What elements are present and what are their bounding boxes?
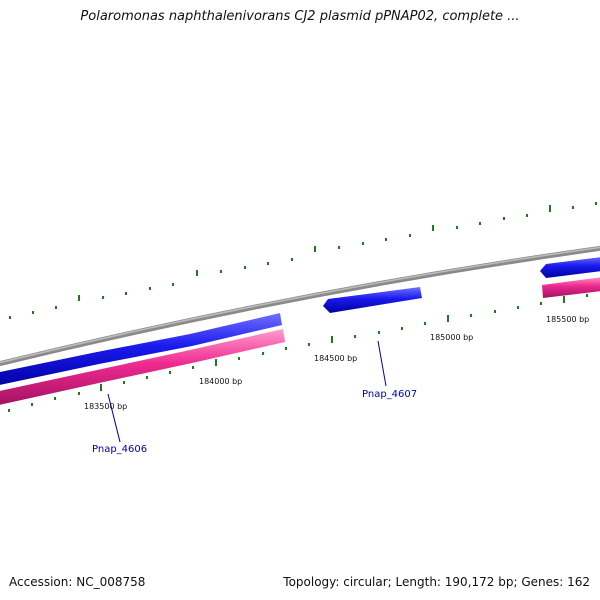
tick-mark — [563, 296, 565, 303]
genome-stats-label: Topology: circular; Length: 190,172 bp; … — [283, 575, 590, 589]
tick-mark — [526, 214, 528, 217]
tick-mark — [586, 294, 588, 297]
backbone-highlight — [0, 246, 600, 364]
tick-mark — [308, 343, 310, 346]
tick-label: 184000 bp — [199, 377, 242, 386]
tick-mark — [238, 357, 240, 360]
tick-mark — [123, 381, 125, 384]
tick-mark — [572, 206, 574, 209]
tick-mark — [169, 371, 171, 374]
outer-tick-ring — [9, 202, 597, 319]
accession-label: Accession: NC_008758 — [9, 575, 146, 589]
tick-mark — [267, 262, 269, 265]
tick-mark — [409, 234, 411, 237]
tick-label: 185500 bp — [546, 315, 589, 324]
tick-mark — [172, 283, 174, 286]
tick-mark — [8, 409, 10, 412]
tick-mark — [314, 246, 316, 252]
tick-mark — [244, 266, 246, 269]
tick-mark — [262, 352, 264, 355]
gene-feature-reverse[interactable] — [542, 276, 600, 298]
tick-mark — [494, 310, 496, 313]
inner-tick-ring — [8, 294, 588, 412]
tick-label: 185000 bp — [430, 333, 473, 342]
tick-mark — [78, 295, 80, 301]
tick-mark — [32, 311, 34, 314]
tick-mark — [100, 384, 102, 391]
tick-mark — [102, 296, 104, 299]
gene-label-pnap-4607[interactable]: Pnap_4607 — [362, 389, 417, 400]
tick-mark — [291, 258, 293, 261]
tick-mark — [146, 376, 148, 379]
gene-feature-forward[interactable] — [0, 313, 282, 387]
tick-mark — [149, 287, 151, 290]
tick-mark — [479, 222, 481, 225]
tick-mark — [378, 331, 380, 334]
tick-mark — [215, 359, 217, 366]
tick-mark — [31, 403, 33, 406]
tick-mark — [78, 392, 80, 395]
gene-feature-forward[interactable] — [540, 256, 600, 278]
tick-mark — [338, 246, 340, 249]
tick-mark — [447, 315, 449, 322]
tick-mark — [503, 217, 505, 220]
tick-mark — [9, 316, 11, 319]
tick-mark — [517, 306, 519, 309]
tick-mark — [595, 202, 597, 205]
gene-feature-forward[interactable] — [323, 287, 422, 313]
tick-mark — [220, 270, 222, 273]
tick-mark — [401, 327, 403, 330]
gene-label-leader — [107, 393, 121, 443]
tick-mark — [385, 238, 387, 241]
map-title: Polaromonas naphthalenivorans CJ2 plasmi… — [80, 9, 520, 24]
tick-mark — [470, 314, 472, 317]
tick-mark — [331, 336, 333, 343]
tick-mark — [456, 226, 458, 229]
tick-mark — [540, 302, 542, 305]
tick-mark — [285, 347, 287, 350]
tick-mark — [192, 366, 194, 369]
gene-feature-reverse[interactable] — [0, 329, 285, 407]
tick-mark — [362, 242, 364, 245]
tick-mark — [432, 225, 434, 231]
tick-mark — [354, 335, 356, 338]
gene-label-pnap-4606[interactable]: Pnap_4606 — [92, 444, 147, 455]
sequence-backbone — [0, 245, 600, 367]
tick-label: 184500 bp — [314, 354, 357, 363]
tick-mark — [125, 292, 127, 295]
tick-mark — [54, 397, 56, 400]
tick-mark — [55, 306, 57, 309]
tick-mark — [424, 322, 426, 325]
tick-label: 183500 bp — [84, 402, 127, 411]
tick-mark — [196, 270, 198, 276]
tick-mark — [549, 205, 551, 212]
gene-label-leader — [377, 340, 387, 387]
